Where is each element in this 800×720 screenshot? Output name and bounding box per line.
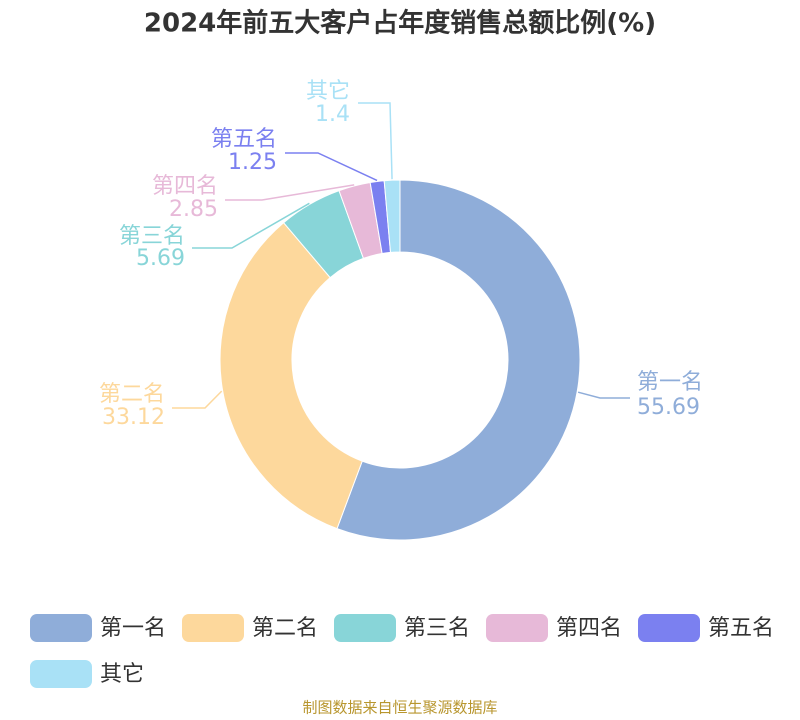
leader-line [285, 152, 378, 182]
legend-swatch [30, 660, 92, 688]
slice-label-value: 33.12 [102, 405, 165, 430]
legend-label: 第五名 [708, 616, 774, 641]
slice-label-value: 5.69 [136, 246, 185, 271]
slice-label-name: 第一名 [637, 370, 703, 395]
slice-label-name: 第三名 [119, 224, 185, 249]
donut-slice [336, 179, 581, 541]
slice-label-value: 1.25 [228, 150, 277, 175]
slice-label-value: 55.69 [637, 395, 700, 420]
legend-label: 第二名 [252, 616, 318, 641]
chart-title: 2024年前五大客户占年度销售总额比例(%) [144, 8, 656, 39]
legend-swatch [182, 614, 244, 642]
slice-label-value: 2.85 [169, 197, 218, 222]
legend-swatch [486, 614, 548, 642]
legend-label: 第四名 [556, 616, 622, 641]
slice-label-name: 第四名 [152, 174, 218, 199]
slice-label-name: 第五名 [211, 127, 277, 152]
legend-swatch [334, 614, 396, 642]
slice-label-name: 其它 [306, 79, 350, 104]
leader-line [225, 184, 355, 201]
slice-label-name: 第二名 [99, 382, 165, 407]
legend-label: 第三名 [404, 616, 470, 641]
slice-label-value: 1.4 [315, 102, 350, 127]
donut-slice [219, 221, 363, 530]
donut-slice [383, 179, 401, 253]
leader-line [358, 102, 393, 180]
leader-line [172, 390, 223, 409]
legend-swatch [638, 614, 700, 642]
leader-line [577, 391, 630, 399]
legend-label: 第一名 [100, 616, 166, 641]
leader-line [192, 202, 310, 249]
source-note: 制图数据来自恒生聚源数据库 [302, 699, 497, 717]
legend-swatch [30, 614, 92, 642]
legend-label: 其它 [100, 662, 144, 687]
